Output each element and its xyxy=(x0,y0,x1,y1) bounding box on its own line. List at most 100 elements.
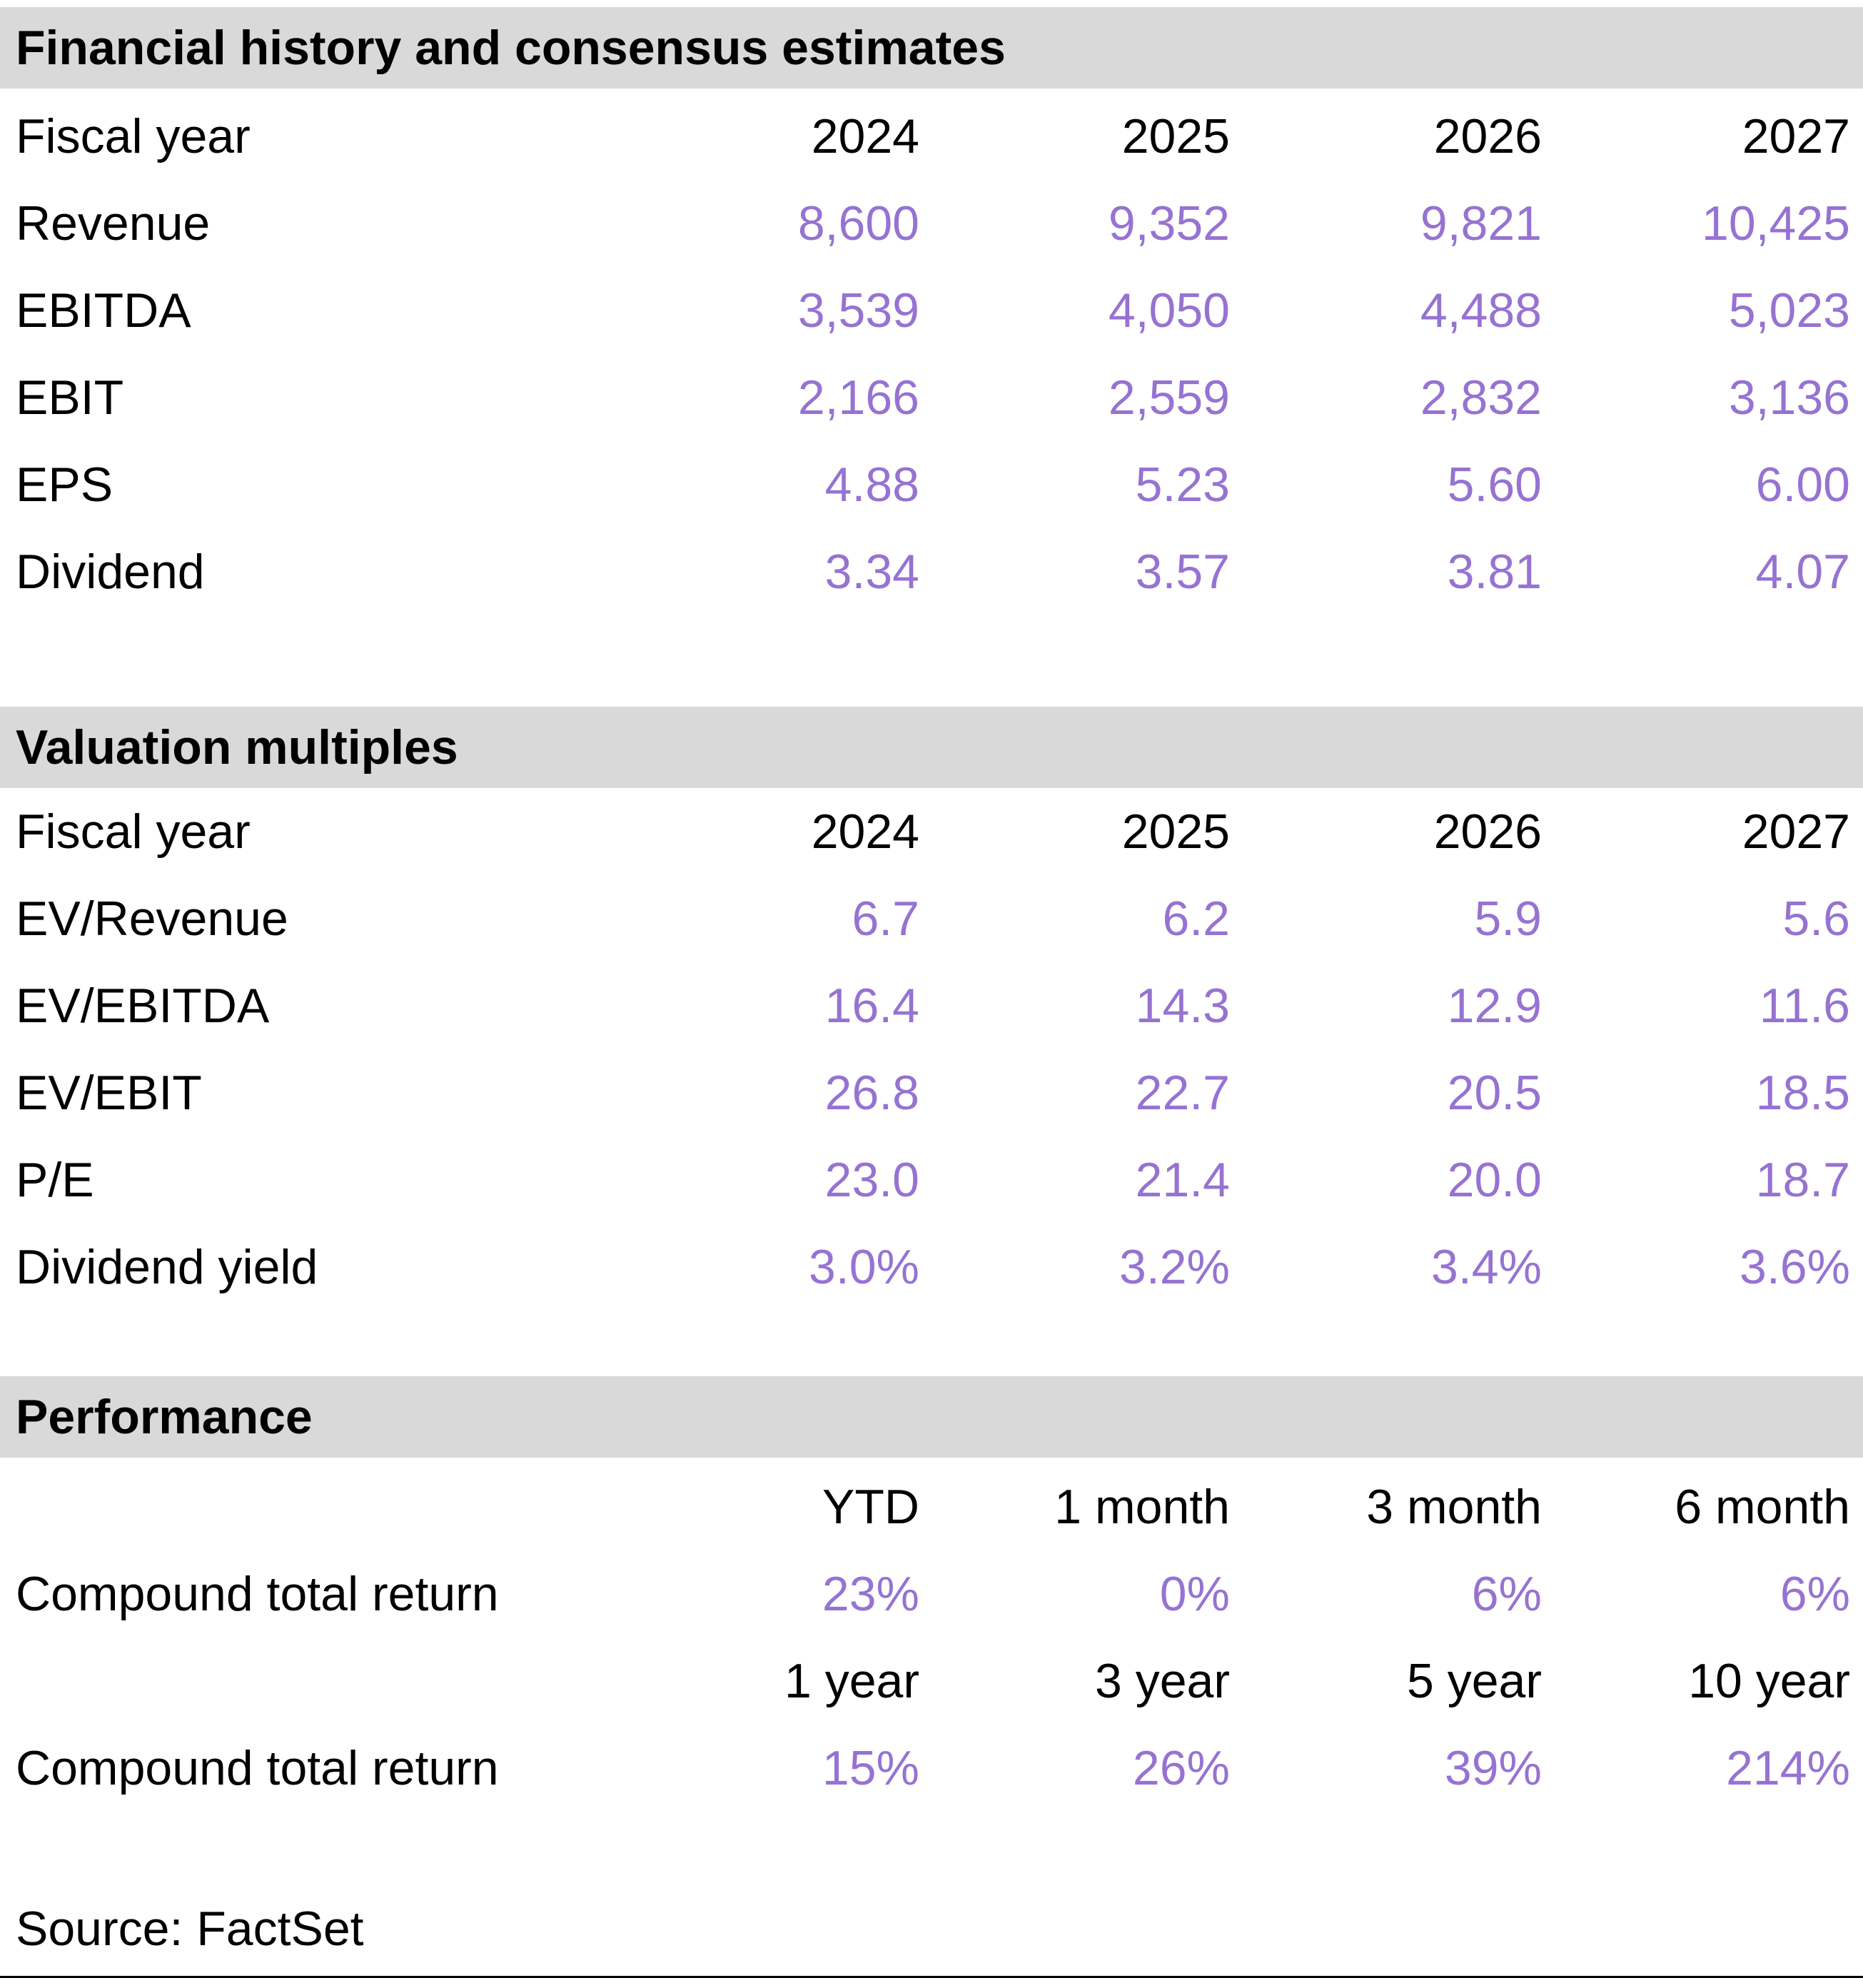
section-band-financial-history: Financial history and consensus estimate… xyxy=(0,7,1863,89)
period-column-header: 10 year xyxy=(1688,1654,1850,1708)
value-cell: 22.7 xyxy=(1135,1066,1230,1120)
value-cell: 11.6 xyxy=(1759,979,1850,1033)
value-cell: 5,023 xyxy=(1728,283,1850,338)
row-label: Compound total return xyxy=(16,1567,499,1621)
value-cell: 18.5 xyxy=(1755,1066,1850,1120)
year-column-header: 2024 xyxy=(811,804,919,859)
value-cell: 15% xyxy=(822,1741,919,1795)
row-label: Dividend yield xyxy=(16,1240,318,1294)
section-band-performance: Performance xyxy=(0,1376,1863,1458)
year-column-header: 2025 xyxy=(1121,804,1230,859)
financial-history-table: Fiscal year 2024 2025 2026 2027 Revenue … xyxy=(0,89,1863,615)
period-column-header: 3 year xyxy=(1095,1654,1230,1708)
table-row-eps: EPS 4.88 5.23 5.60 6.00 xyxy=(0,441,1863,528)
value-cell: 9,821 xyxy=(1420,196,1542,251)
value-cell: 2,832 xyxy=(1420,370,1542,425)
table-row-compound-total-return-short: Compound total return 23% 0% 6% 6% xyxy=(0,1550,1863,1638)
value-cell: 2,559 xyxy=(1108,370,1230,425)
valuation-multiples-table: Fiscal year 2024 2025 2026 2027 EV/Reven… xyxy=(0,788,1863,1311)
value-cell: 6% xyxy=(1779,1567,1850,1621)
bottom-divider-line xyxy=(0,1976,1863,1978)
value-cell: 23% xyxy=(822,1567,919,1621)
value-cell: 3.0% xyxy=(809,1240,919,1294)
value-cell: 23.0 xyxy=(824,1153,919,1207)
period-column-header: YTD xyxy=(822,1480,919,1534)
value-cell: 16.4 xyxy=(824,979,919,1033)
value-cell: 4.07 xyxy=(1755,545,1850,599)
value-cell: 214% xyxy=(1726,1741,1850,1795)
value-cell: 2,166 xyxy=(797,370,919,425)
performance-table: YTD 1 month 3 month 6 month Compound tot… xyxy=(0,1458,1863,1812)
value-cell: 20.0 xyxy=(1447,1153,1542,1207)
value-cell: 3.6% xyxy=(1740,1240,1850,1294)
value-cell: 26% xyxy=(1132,1741,1230,1795)
source-attribution: Source: FactSet xyxy=(0,1899,1863,1959)
value-cell: 5.23 xyxy=(1135,458,1230,512)
value-cell: 21.4 xyxy=(1135,1153,1230,1207)
period-column-header: 5 year xyxy=(1407,1654,1542,1708)
value-cell: 20.5 xyxy=(1447,1066,1542,1120)
table-row-ebit: EBIT 2,166 2,559 2,832 3,136 xyxy=(0,354,1863,441)
value-cell: 3.81 xyxy=(1447,545,1542,599)
year-column-header: 2026 xyxy=(1433,109,1542,163)
table-header-row: Fiscal year 2024 2025 2026 2027 xyxy=(0,93,1863,180)
table-row-compound-total-return-long: Compound total return 15% 26% 39% 214% xyxy=(0,1725,1863,1812)
year-column-header: 2027 xyxy=(1742,109,1850,163)
table-header-row-long-periods: 1 year 3 year 5 year 10 year xyxy=(0,1638,1863,1725)
row-label: Revenue xyxy=(16,196,211,251)
fiscal-year-label: Fiscal year xyxy=(16,804,251,859)
row-label: EV/EBIT xyxy=(16,1066,202,1120)
value-cell: 3,136 xyxy=(1728,370,1850,425)
section-title-financial-history: Financial history and consensus estimate… xyxy=(16,21,1006,75)
section-title-valuation-multiples: Valuation multiples xyxy=(16,720,458,774)
table-row-dividend: Dividend 3.34 3.57 3.81 4.07 xyxy=(0,528,1863,615)
value-cell: 14.3 xyxy=(1135,979,1230,1033)
year-column-header: 2027 xyxy=(1742,804,1850,859)
value-cell: 4.88 xyxy=(824,458,919,512)
row-label: EBIT xyxy=(16,370,124,425)
value-cell: 6.7 xyxy=(852,892,919,946)
period-column-header: 1 month xyxy=(1054,1480,1230,1534)
table-row-revenue: Revenue 8,600 9,352 9,821 10,425 xyxy=(0,180,1863,267)
value-cell: 5.6 xyxy=(1782,892,1850,946)
value-cell: 18.7 xyxy=(1755,1153,1850,1207)
value-cell: 6.2 xyxy=(1162,892,1230,946)
value-cell: 5.60 xyxy=(1447,458,1542,512)
row-label: Dividend xyxy=(16,545,205,599)
value-cell: 10,425 xyxy=(1702,196,1850,251)
value-cell: 3.4% xyxy=(1431,1240,1542,1294)
value-cell: 6.00 xyxy=(1755,458,1850,512)
row-label: EV/Revenue xyxy=(16,892,288,946)
table-row-pe: P/E 23.0 21.4 20.0 18.7 xyxy=(0,1136,1863,1223)
value-cell: 39% xyxy=(1444,1741,1542,1795)
row-label: EBITDA xyxy=(16,283,191,338)
table-row-ebitda: EBITDA 3,539 4,050 4,488 5,023 xyxy=(0,267,1863,354)
value-cell: 0% xyxy=(1159,1567,1230,1621)
value-cell: 8,600 xyxy=(797,196,919,251)
table-row-ev-revenue: EV/Revenue 6.7 6.2 5.9 5.6 xyxy=(0,875,1863,962)
period-column-header: 3 month xyxy=(1366,1480,1542,1534)
year-column-header: 2026 xyxy=(1433,804,1542,859)
value-cell: 26.8 xyxy=(824,1066,919,1120)
fiscal-year-label: Fiscal year xyxy=(16,109,251,163)
table-header-row: Fiscal year 2024 2025 2026 2027 xyxy=(0,788,1863,875)
value-cell: 3.2% xyxy=(1119,1240,1230,1294)
section-title-performance: Performance xyxy=(16,1390,313,1444)
value-cell: 3.34 xyxy=(824,545,919,599)
value-cell: 6% xyxy=(1471,1567,1542,1621)
row-label: EPS xyxy=(16,458,113,512)
section-band-valuation-multiples: Valuation multiples xyxy=(0,707,1863,788)
row-label: Compound total return xyxy=(16,1741,499,1795)
row-label: P/E xyxy=(16,1153,94,1207)
period-column-header: 1 year xyxy=(784,1654,919,1708)
table-header-row-short-periods: YTD 1 month 3 month 6 month xyxy=(0,1463,1863,1550)
factsheet-page: Financial history and consensus estimate… xyxy=(0,7,1863,1988)
value-cell: 3,539 xyxy=(797,283,919,338)
year-column-header: 2025 xyxy=(1121,109,1230,163)
value-cell: 5.9 xyxy=(1474,892,1542,946)
table-row-ev-ebitda: EV/EBITDA 16.4 14.3 12.9 11.6 xyxy=(0,962,1863,1049)
year-column-header: 2024 xyxy=(811,109,919,163)
value-cell: 4,488 xyxy=(1420,283,1542,338)
table-row-dividend-yield: Dividend yield 3.0% 3.2% 3.4% 3.6% xyxy=(0,1223,1863,1311)
value-cell: 4,050 xyxy=(1108,283,1230,338)
